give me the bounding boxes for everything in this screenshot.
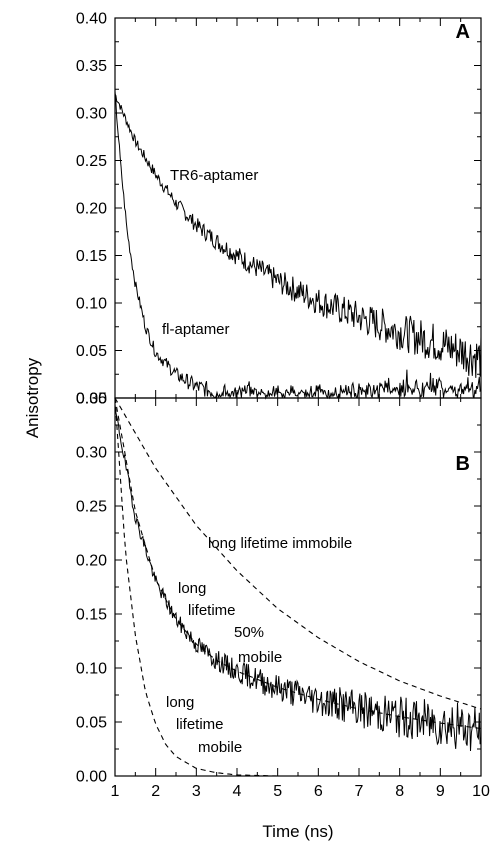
panel-b-xtick-label: 1: [111, 783, 120, 800]
panel-a-frame: [114, 17, 482, 399]
panel-a-ytick-label: 0.05: [76, 343, 107, 360]
long-lifetime-immobile-label: long lifetime immobile: [208, 535, 352, 552]
panel-a-ytick-label: 0.10: [76, 296, 107, 313]
panel-b-xtick-label: 2: [151, 783, 160, 800]
panel-b-series: [114, 397, 482, 777]
panel-b-xtick-label: 7: [355, 783, 364, 800]
panel-a-ytick-label: 0.00: [76, 391, 107, 408]
panel-b-ytick-label: 0.15: [76, 607, 107, 624]
panel-b-ytick-label: 0.20: [76, 553, 107, 570]
half-mobile-label-line3: 50%: [234, 624, 264, 641]
panel-a-ticks: 0.00 0.05 0.10 0.15 0.20 0.25 0.30 0.35 0.40: [76, 11, 482, 408]
x-axis-title: Time (ns): [262, 822, 333, 841]
panel-b-ticks: 0.00 0.05 0.10 0.15 0.20 0.25 0.30 0.35 1 2 3 4 5 6 7 8…: [76, 391, 490, 801]
panel-b-letter: B: [456, 453, 470, 475]
panel-a-letter: A: [456, 21, 470, 43]
panel-a-ytick-label: 0.15: [76, 248, 107, 265]
panel-b-xtick-label: 9: [436, 783, 445, 800]
panel-a-series: [114, 91, 482, 400]
panel-b-ytick-label: 0.00: [76, 769, 107, 786]
panel-b-xtick-label: 4: [233, 783, 242, 800]
mobile-label-line1: long: [166, 694, 194, 711]
panel-a-ytick-label: 0.25: [76, 153, 107, 170]
panel-b-series-long-lifetime-50-mobile: [114, 397, 482, 730]
panel-b-ytick-label: 0.25: [76, 499, 107, 516]
panel-b-xtick-label: 8: [395, 783, 404, 800]
panel-a-series-fl-aptamer: [114, 91, 482, 400]
tr6-aptamer-label: TR6-aptamer: [170, 167, 258, 184]
panel-b-series-long-lifetime-mobile: [114, 397, 481, 777]
panel-b-xtick-label: 10: [472, 783, 490, 800]
fl-aptamer-label: fl-aptamer: [162, 321, 230, 338]
half-mobile-label-line1: long: [178, 580, 206, 597]
y-axis-title: Anisotropy: [23, 357, 42, 438]
panel-b-ytick-label: 0.10: [76, 661, 107, 678]
half-mobile-label-line4: mobile: [238, 649, 282, 666]
panel-a-ytick-label: 0.35: [76, 58, 107, 75]
half-mobile-label-line2: lifetime: [188, 602, 236, 619]
panel-b-ytick-label: 0.05: [76, 715, 107, 732]
panel-b-ytick-label: 0.35: [76, 391, 107, 408]
panel-b: 0.00 0.05 0.10 0.15 0.20 0.25 0.30 0.35 1 2 3 4 5 6 7 8…: [76, 391, 490, 801]
panel-a-series-tr6-aptamer: [114, 93, 482, 378]
panel-a-ytick-label: 0.40: [76, 11, 107, 28]
panel-a: 0.00 0.05 0.10 0.15 0.20 0.25 0.30 0.35 0.40 A T…: [76, 11, 482, 408]
panel-a-ytick-label: 0.30: [76, 106, 107, 123]
panel-b-xtick-label: 3: [192, 783, 201, 800]
mobile-label-line3: mobile: [198, 739, 242, 756]
panel-b-xtick-label: 6: [314, 783, 323, 800]
panel-a-ytick-label: 0.20: [76, 201, 107, 218]
panel-b-series-long-lifetime-immobile: [114, 397, 482, 710]
panel-b-series-measured: [114, 404, 482, 752]
mobile-label-line2: lifetime: [176, 716, 224, 733]
panel-b-xtick-label: 5: [273, 783, 282, 800]
panel-b-ytick-label: 0.30: [76, 445, 107, 462]
